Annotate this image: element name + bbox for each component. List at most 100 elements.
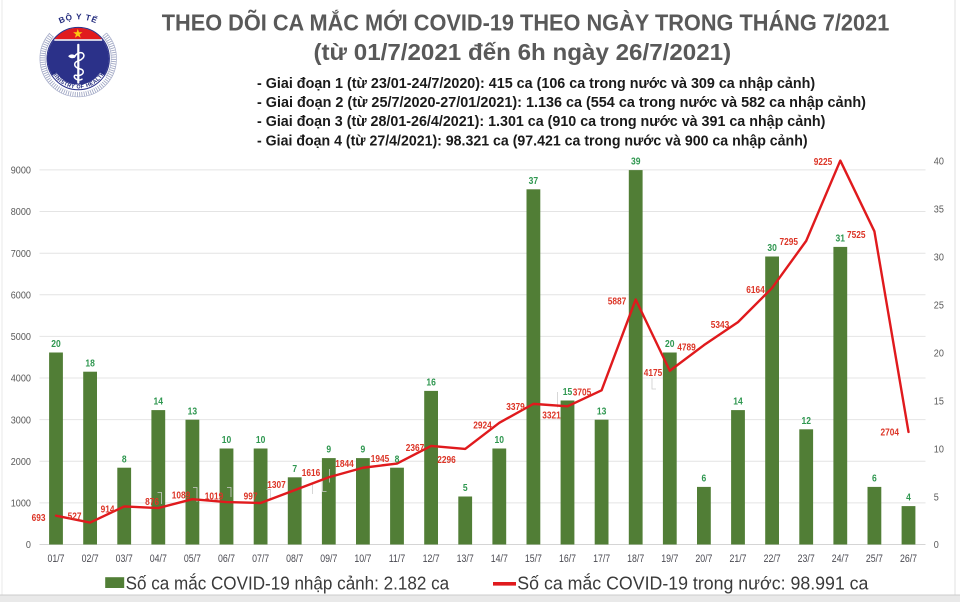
svg-text:02/7: 02/7 xyxy=(82,553,99,565)
svg-text:7: 7 xyxy=(292,463,297,474)
svg-text:- Giai đoạn 3 (từ 28/01-26/4/2: - Giai đoạn 3 (từ 28/01-26/4/2021): 1.30… xyxy=(257,114,826,130)
svg-text:THEO DÕI CA MẮC MỚI COVID-19 T: THEO DÕI CA MẮC MỚI COVID-19 THEO NGÀY T… xyxy=(162,10,890,36)
svg-text:14/7: 14/7 xyxy=(491,553,508,565)
svg-text:4175: 4175 xyxy=(644,366,662,378)
svg-text:9: 9 xyxy=(361,444,366,455)
svg-text:1000: 1000 xyxy=(11,498,32,510)
svg-text:4000: 4000 xyxy=(11,373,32,385)
svg-text:10: 10 xyxy=(256,435,265,446)
svg-text:25: 25 xyxy=(934,300,944,312)
svg-text:18: 18 xyxy=(85,358,94,369)
svg-text:Số ca mắc COVID-19 trong nước:: Số ca mắc COVID-19 trong nước: 98.991 ca xyxy=(517,572,869,593)
svg-text:7525: 7525 xyxy=(847,228,865,240)
svg-text:13: 13 xyxy=(597,406,606,417)
svg-text:31: 31 xyxy=(836,233,845,244)
svg-text:15: 15 xyxy=(934,396,944,408)
svg-text:15: 15 xyxy=(563,387,572,398)
svg-text:2000: 2000 xyxy=(11,456,32,468)
svg-text:14: 14 xyxy=(733,396,743,407)
svg-text:6000: 6000 xyxy=(11,290,32,302)
svg-text:7000: 7000 xyxy=(11,248,32,260)
svg-text:20: 20 xyxy=(665,339,674,350)
svg-text:BỘ Y TẾ: BỘ Y TẾ xyxy=(57,11,99,26)
svg-text:6: 6 xyxy=(702,473,707,484)
svg-text:8: 8 xyxy=(395,454,400,465)
svg-text:9000: 9000 xyxy=(11,165,32,177)
svg-text:8: 8 xyxy=(122,454,127,465)
svg-text:15/7: 15/7 xyxy=(525,553,542,565)
svg-text:24/7: 24/7 xyxy=(832,553,849,565)
svg-text:40: 40 xyxy=(934,156,945,168)
svg-text:(từ 01/7/2021 đến 6h ngày 26/7: (từ 01/7/2021 đến 6h ngày 26/7/2021) xyxy=(313,39,731,64)
svg-text:20: 20 xyxy=(51,339,60,350)
svg-text:10/7: 10/7 xyxy=(354,553,371,565)
svg-text:997: 997 xyxy=(244,490,258,502)
svg-text:6: 6 xyxy=(872,473,877,484)
svg-text:39: 39 xyxy=(631,156,640,167)
svg-text:5887: 5887 xyxy=(608,295,626,307)
svg-text:3321: 3321 xyxy=(542,409,560,421)
svg-text:6164: 6164 xyxy=(746,283,765,295)
svg-text:5343: 5343 xyxy=(711,318,729,330)
svg-text:23/7: 23/7 xyxy=(798,553,815,565)
svg-text:09/7: 09/7 xyxy=(320,553,337,565)
svg-text:0: 0 xyxy=(26,540,32,552)
svg-text:Số ca mắc COVID-19 nhập cảnh:: Số ca mắc COVID-19 nhập cảnh: 2.182 ca xyxy=(126,572,450,594)
svg-text:30: 30 xyxy=(767,243,776,254)
svg-text:914: 914 xyxy=(101,503,116,515)
svg-text:876: 876 xyxy=(145,495,159,507)
svg-text:5: 5 xyxy=(463,483,468,494)
svg-text:2924: 2924 xyxy=(473,418,492,430)
svg-text:7295: 7295 xyxy=(780,235,798,247)
svg-text:06/7: 06/7 xyxy=(218,553,235,565)
svg-text:01/7: 01/7 xyxy=(47,553,64,565)
svg-text:3379: 3379 xyxy=(506,400,524,412)
svg-text:03/7: 03/7 xyxy=(116,553,133,565)
svg-text:693: 693 xyxy=(32,511,46,523)
svg-text:8000: 8000 xyxy=(11,207,32,219)
svg-text:25/7: 25/7 xyxy=(866,553,883,565)
svg-text:5: 5 xyxy=(934,492,939,504)
svg-text:22/7: 22/7 xyxy=(764,553,781,565)
svg-text:10: 10 xyxy=(934,444,945,456)
svg-text:1089: 1089 xyxy=(172,489,190,501)
svg-text:07/7: 07/7 xyxy=(252,553,269,565)
svg-text:35: 35 xyxy=(934,204,944,216)
svg-text:30: 30 xyxy=(934,252,945,264)
svg-text:3000: 3000 xyxy=(11,415,32,427)
svg-text:20: 20 xyxy=(934,348,945,360)
svg-text:1945: 1945 xyxy=(371,452,389,464)
svg-text:21/7: 21/7 xyxy=(729,553,746,565)
svg-text:17/7: 17/7 xyxy=(593,553,610,565)
svg-text:2296: 2296 xyxy=(437,453,455,465)
svg-text:1616: 1616 xyxy=(302,466,320,478)
svg-text:13: 13 xyxy=(188,406,197,417)
svg-text:11/7: 11/7 xyxy=(389,553,406,565)
svg-text:16: 16 xyxy=(426,377,435,388)
svg-text:10: 10 xyxy=(222,435,231,446)
svg-text:527: 527 xyxy=(68,509,82,521)
svg-text:16/7: 16/7 xyxy=(559,553,576,565)
svg-text:2704: 2704 xyxy=(881,425,900,437)
svg-text:4: 4 xyxy=(906,492,912,503)
svg-text:1307: 1307 xyxy=(267,478,285,490)
svg-text:14: 14 xyxy=(154,396,164,407)
svg-text:- Giai đoạn 1 (từ 23/01-24/7/2: - Giai đoạn 1 (từ 23/01-24/7/2020): 415 … xyxy=(257,76,815,92)
svg-text:9: 9 xyxy=(326,444,331,455)
svg-text:1019: 1019 xyxy=(205,490,223,502)
svg-text:26/7: 26/7 xyxy=(900,553,917,565)
svg-text:13/7: 13/7 xyxy=(457,553,474,565)
svg-text:08/7: 08/7 xyxy=(286,553,303,565)
svg-text:37: 37 xyxy=(529,175,538,186)
svg-text:- Giai đoạn 4 (từ 27/4/2021):: - Giai đoạn 4 (từ 27/4/2021): 98.321 ca … xyxy=(257,133,808,149)
svg-text:20/7: 20/7 xyxy=(695,553,712,565)
svg-text:3705: 3705 xyxy=(573,385,591,397)
svg-text:12: 12 xyxy=(801,415,810,426)
svg-text:9225: 9225 xyxy=(814,155,832,167)
svg-text:19/7: 19/7 xyxy=(661,553,678,565)
svg-text:18/7: 18/7 xyxy=(627,553,644,565)
svg-text:05/7: 05/7 xyxy=(184,553,201,565)
svg-text:4789: 4789 xyxy=(677,340,695,352)
svg-text:04/7: 04/7 xyxy=(150,553,167,565)
svg-text:- Giai đoạn 2 (từ 25/7/2020-27: - Giai đoạn 2 (từ 25/7/2020-27/01/2021):… xyxy=(257,95,866,111)
